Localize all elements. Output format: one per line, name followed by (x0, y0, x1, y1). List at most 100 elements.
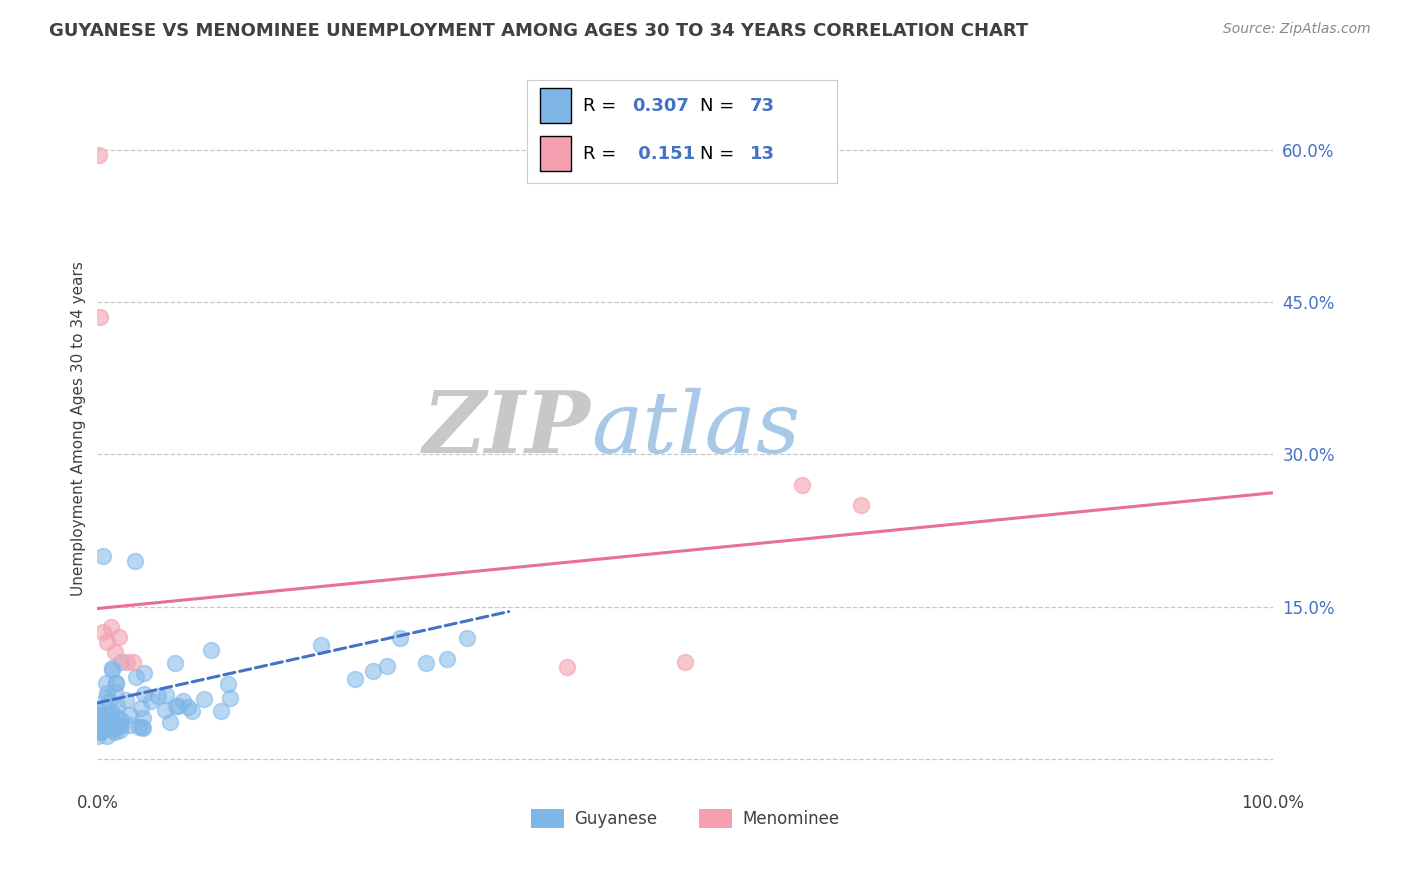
Point (87, 704, 110, 718)
Point (104, 725, 127, 739)
Point (115, 656, 138, 670)
Point (118, 718, 141, 732)
Point (101, 722, 124, 736)
Point (377, 658, 399, 673)
Point (87, 148, 110, 162)
Point (86, 706, 108, 720)
Point (87, 707, 110, 722)
Point (89, 709, 111, 723)
Point (167, 699, 190, 714)
Point (124, 554, 146, 568)
Point (134, 666, 156, 681)
Point (129, 701, 152, 715)
Text: N =: N = (700, 145, 741, 163)
Text: GUYANESE VS MENOMINEE UNEMPLOYMENT AMONG AGES 30 TO 34 YEARS CORRELATION CHART: GUYANESE VS MENOMINEE UNEMPLOYMENT AMONG… (49, 22, 1028, 40)
Point (121, 656, 143, 670)
Point (101, 663, 124, 677)
Point (176, 700, 198, 714)
Point (128, 720, 150, 734)
Point (94, 690, 117, 705)
Text: 13: 13 (749, 145, 775, 163)
Text: Source: ZipAtlas.com: Source: ZipAtlas.com (1223, 22, 1371, 37)
Point (104, 685, 127, 699)
Point (89, 310, 111, 325)
Point (200, 643, 222, 657)
Point (153, 703, 176, 717)
Point (96, 729, 118, 743)
Point (124, 670, 146, 684)
Point (98, 714, 121, 728)
Point (97, 706, 120, 720)
Point (557, 660, 579, 674)
Point (96, 675, 118, 690)
Point (110, 655, 132, 669)
Point (132, 711, 155, 725)
Point (436, 652, 458, 666)
FancyBboxPatch shape (540, 136, 571, 170)
Point (104, 676, 127, 690)
Point (98, 709, 121, 723)
Point (91, 721, 114, 735)
Point (108, 723, 131, 738)
Point (104, 676, 127, 690)
Point (415, 657, 437, 671)
Point (101, 705, 124, 719)
Point (107, 630, 129, 644)
Text: R =: R = (583, 97, 621, 115)
Point (131, 720, 153, 734)
Legend: Guyanese, Menominee: Guyanese, Menominee (524, 803, 846, 835)
Point (388, 632, 411, 646)
Point (87, 730, 110, 744)
Point (673, 656, 696, 670)
Point (110, 718, 132, 732)
Text: R =: R = (583, 145, 621, 163)
Point (209, 704, 232, 718)
Point (105, 698, 128, 713)
Point (100, 620, 122, 634)
Point (851, 498, 873, 512)
Point (120, 708, 142, 723)
Text: N =: N = (700, 97, 741, 115)
Point (96, 686, 118, 700)
Point (309, 638, 332, 652)
FancyBboxPatch shape (540, 88, 571, 123)
Text: atlas: atlas (591, 387, 800, 470)
Point (91, 624, 114, 639)
Text: 0.307: 0.307 (633, 97, 689, 115)
Point (110, 713, 132, 727)
Point (86, 716, 108, 731)
Text: ZIP: ZIP (423, 387, 591, 471)
Text: 0.151: 0.151 (633, 145, 696, 163)
Point (141, 694, 163, 708)
Point (103, 723, 125, 738)
Point (104, 645, 127, 659)
Point (115, 692, 138, 706)
Point (96, 635, 118, 649)
Point (456, 631, 478, 645)
Point (91, 549, 114, 563)
Point (98, 694, 121, 708)
Point (193, 692, 215, 706)
Point (89, 725, 111, 739)
Point (105, 710, 128, 724)
Point (343, 672, 366, 686)
Text: 73: 73 (749, 97, 775, 115)
Point (90, 724, 112, 739)
Point (163, 657, 186, 671)
Point (165, 699, 187, 714)
Point (217, 677, 239, 691)
Point (87, 725, 110, 739)
Point (219, 690, 242, 705)
Point (146, 689, 169, 703)
Point (108, 719, 131, 733)
Point (101, 661, 124, 675)
Y-axis label: Unemployment Among Ages 30 to 34 years: Unemployment Among Ages 30 to 34 years (72, 261, 86, 597)
Point (132, 721, 155, 735)
Point (91, 721, 114, 735)
Point (361, 664, 384, 678)
Point (172, 694, 194, 708)
Point (792, 477, 814, 491)
Point (159, 714, 181, 729)
Point (134, 687, 156, 701)
Point (155, 689, 177, 703)
